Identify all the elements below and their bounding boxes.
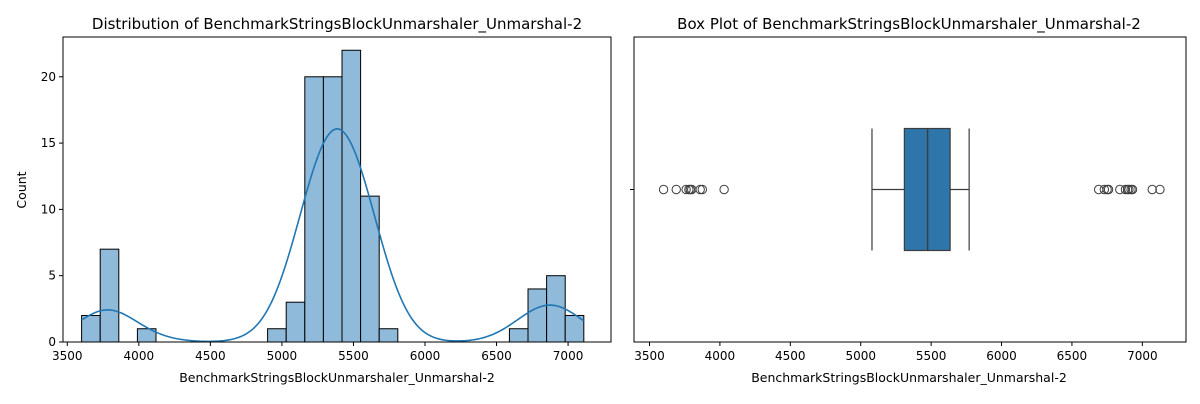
x-tick-label: 3500 [52,349,83,363]
outlier-point [1155,184,1165,195]
histogram-x-axis-label: BenchmarkStringsBlockUnmarshaler_Unmarsh… [179,370,495,385]
outlier-point [1127,184,1138,195]
histogram-bar [81,314,101,343]
outlier-point [671,184,681,195]
histogram-bar [508,328,529,343]
outlier-point [1099,184,1110,195]
histogram-title: Distribution of BenchmarkStringsBlockUnm… [92,15,582,34]
x-tick-label: 5500 [916,349,947,363]
outlier-point [1124,184,1134,195]
x-tick-label: 4000 [705,349,736,363]
histogram-panel: Distribution of BenchmarkStringsBlockUnm… [14,15,612,385]
x-tick-label: 6500 [1057,349,1088,363]
boxplot-frame [633,36,1187,343]
histogram-bar [360,195,380,343]
histogram-bar [285,301,306,343]
histogram-plot-area: 3500 4000 4500 5000 5500 6000 6500 7000 0 5 10 15 20 [41,49,585,363]
x-tick-label: 4000 [124,349,155,363]
outlier-point [658,184,669,195]
outlier-point [1115,184,1125,195]
outlier-point [1120,184,1131,195]
x-tick-label: 4500 [775,349,806,363]
kde-line [81,128,585,343]
histogram-bar [341,49,362,343]
histogram-bar [546,275,566,343]
histogram-bar [99,248,120,343]
boxplot-x-axis-label: BenchmarkStringsBlockUnmarshaler_Unmarsh… [751,370,1067,385]
y-tick-label: 15 [41,136,56,150]
y-tick-label: 20 [41,70,56,84]
outlier-point [1103,184,1114,195]
x-tick-label: 5000 [267,349,298,363]
x-tick-label: 7000 [1127,349,1158,363]
outlier-point [681,184,691,195]
boxplot-panel: Box Plot of BenchmarkStringsBlockUnmarsh… [630,15,1187,385]
histogram-bar [322,76,343,343]
outlier-point [697,184,707,195]
x-tick-label: 6000 [986,349,1017,363]
y-tick-label: 5 [48,269,56,283]
x-tick-label: 4500 [195,349,226,363]
outlier-point [695,184,705,195]
histogram-frame [62,36,612,343]
x-tick-label: 6500 [481,349,512,363]
histogram-bar [267,328,287,343]
outlier-point [719,184,729,195]
y-tick-label: 0 [48,335,56,349]
boxplot-title: Box Plot of BenchmarkStringsBlockUnmarsh… [677,15,1141,34]
y-tick-label: 10 [41,202,56,216]
histogram-bar [378,328,399,343]
x-tick-label: 6000 [410,349,441,363]
histogram-bar [527,288,548,343]
x-tick-label: 5500 [338,349,369,363]
boxplot-plot-area: 3500 4000 4500 5000 5500 6000 6500 7000 [630,127,1165,363]
x-tick-label: 7000 [553,349,584,363]
histogram-bar [304,76,324,343]
x-tick-label: 5000 [845,349,876,363]
histogram-y-axis-label: Count [14,171,29,208]
outlier-point [1147,184,1157,195]
x-tick-label: 3500 [634,349,665,363]
